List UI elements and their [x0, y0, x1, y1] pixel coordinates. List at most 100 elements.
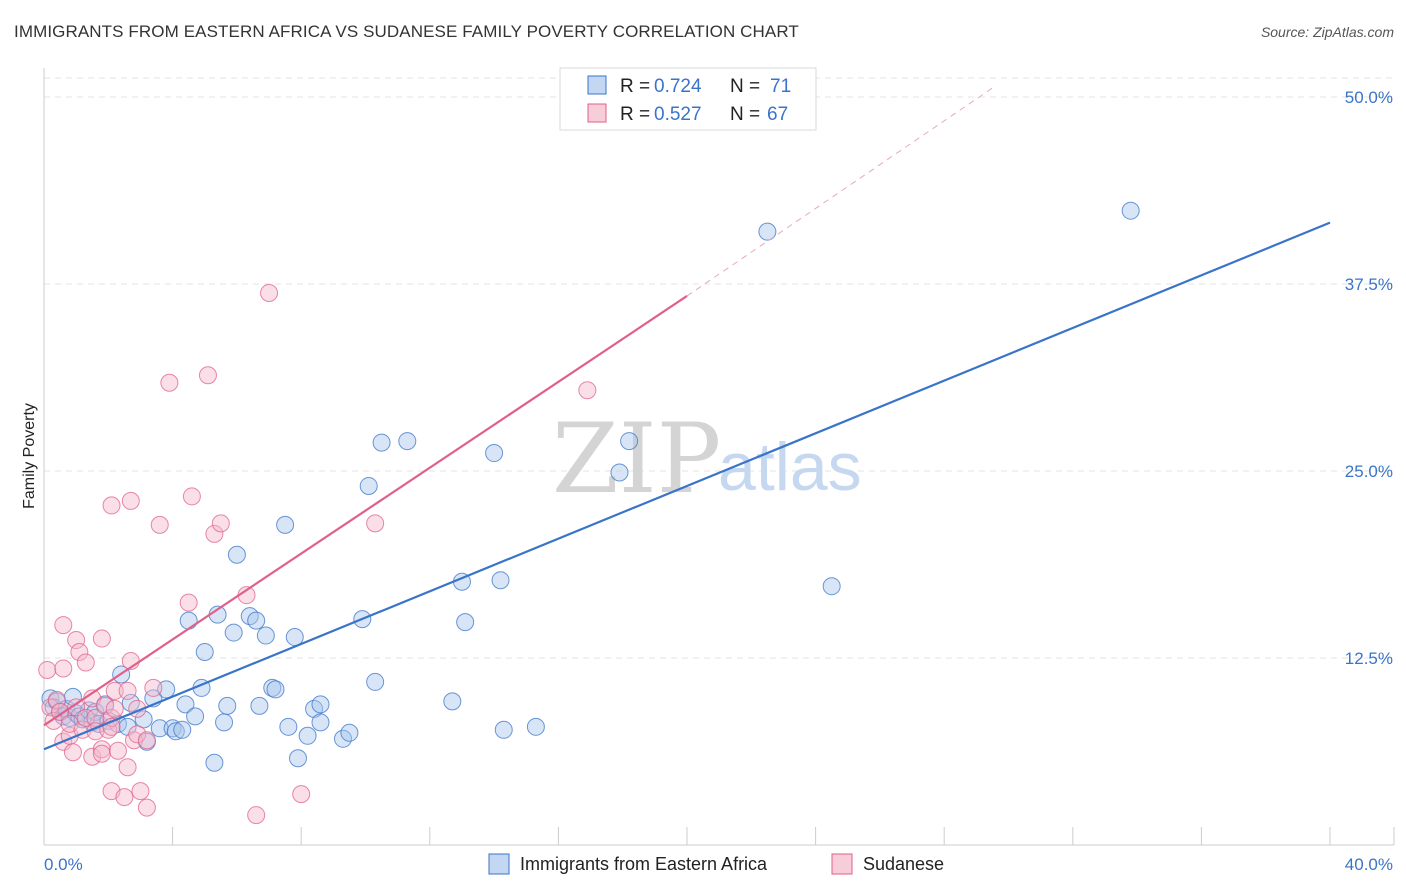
point-blue-43 [256, 626, 275, 645]
point-blue-53 [311, 695, 330, 714]
gridlines [44, 77, 1394, 659]
chart-source: Source: ZipAtlas.com [1260, 24, 1394, 40]
point-blue-70 [758, 222, 777, 241]
point-pink-53 [247, 806, 266, 825]
point-blue-26 [163, 719, 182, 738]
point-blue-47 [279, 717, 298, 736]
trend-line-blue [43, 221, 1331, 751]
point-blue-44 [263, 678, 282, 697]
series-legend: Immigrants from Eastern Africa Sudanese [488, 853, 944, 875]
trend-line-pink [43, 295, 688, 727]
point-blue-64 [485, 444, 504, 463]
point-blue-30 [179, 611, 198, 630]
point-blue-68 [610, 463, 629, 482]
point-blue-25 [157, 680, 176, 699]
point-pink-39 [128, 725, 147, 744]
watermark: ZIP atlas [552, 403, 862, 515]
point-blue-55 [340, 723, 359, 742]
point-pink-57 [578, 381, 597, 400]
point-blue-60 [398, 432, 417, 451]
point-blue-31 [186, 707, 205, 726]
legend-n-value-2: 67 [767, 104, 788, 125]
point-pink-13 [70, 643, 89, 662]
point-pink-6 [54, 659, 73, 678]
trend-lines [43, 87, 1331, 751]
point-blue-39 [227, 545, 246, 564]
legend-r-value-1: 0.724 [654, 76, 702, 97]
point-blue-49 [288, 749, 307, 768]
series-legend-swatch-pink [831, 853, 853, 875]
y-tick-label-3: 50.0% [1345, 88, 1393, 107]
point-blue-38 [224, 623, 243, 642]
series-legend-label-1: Immigrants from Eastern Africa [520, 854, 768, 874]
point-blue-29 [176, 695, 195, 714]
y-tick-label-2: 37.5% [1345, 275, 1393, 294]
point-blue-27 [166, 722, 185, 741]
point-pink-37 [121, 491, 140, 510]
point-pink-10 [63, 743, 82, 762]
point-pink-31 [105, 681, 124, 700]
point-pink-46 [160, 373, 179, 392]
point-pink-50 [205, 524, 224, 543]
point-pink-1 [41, 698, 60, 717]
point-pink-24 [96, 696, 115, 715]
point-blue-41 [247, 611, 266, 630]
point-blue-13 [86, 702, 105, 721]
point-pink-54 [260, 283, 279, 302]
point-pink-55 [292, 785, 311, 804]
point-blue-63 [456, 613, 475, 632]
point-pink-34 [118, 758, 137, 777]
point-blue-59 [372, 433, 391, 452]
point-pink-32 [108, 741, 127, 760]
point-blue-28 [173, 720, 192, 739]
x-tick-label-1: 40.0% [1345, 855, 1393, 874]
point-pink-42 [137, 798, 156, 817]
point-pink-11 [67, 631, 86, 650]
point-blue-33 [195, 643, 214, 662]
point-pink-17 [83, 747, 102, 766]
watermark-atlas: atlas [718, 429, 862, 505]
point-blue-67 [526, 717, 545, 736]
point-pink-21 [92, 740, 111, 759]
point-pink-22 [92, 744, 111, 763]
point-blue-66 [494, 720, 513, 739]
point-pink-30 [105, 699, 124, 718]
y-axis-label: Family Poverty [21, 403, 38, 509]
tick-labels: 12.5% 25.0% 37.5% 50.0% 0.0% 40.0% [44, 88, 1393, 874]
point-pink-33 [115, 788, 134, 807]
point-pink-47 [179, 593, 198, 612]
point-blue-42 [250, 696, 269, 715]
legend-swatch-blue [587, 75, 607, 95]
y-tick-label-1: 25.0% [1345, 462, 1393, 481]
x-tick-label-0: 0.0% [44, 855, 83, 874]
point-blue-45 [266, 680, 285, 699]
correlation-legend: R = 0.724 N = 71 R = 0.527 N = 67 [559, 67, 817, 131]
axes [43, 68, 1395, 846]
point-pink-44 [144, 678, 163, 697]
point-blue-61 [443, 692, 462, 711]
point-blue-37 [218, 696, 237, 715]
series-legend-label-2: Sudanese [863, 854, 944, 874]
point-pink-43 [137, 731, 156, 750]
point-pink-41 [131, 782, 150, 801]
point-pink-56 [366, 514, 385, 533]
legend-n-label-1: N = [730, 76, 760, 97]
point-pink-3 [47, 690, 66, 709]
point-pink-29 [102, 496, 121, 515]
point-blue-72 [1121, 201, 1140, 220]
point-blue-71 [822, 577, 841, 596]
point-blue-34 [205, 753, 224, 772]
point-blue-50 [298, 726, 317, 745]
point-pink-38 [125, 731, 144, 750]
legend-swatch-pink [587, 103, 607, 123]
point-blue-69 [620, 432, 639, 451]
point-blue-40 [240, 607, 259, 626]
legend-r-label-1: R = [620, 76, 650, 97]
point-pink-51 [211, 514, 230, 533]
point-pink-23 [92, 629, 111, 648]
point-pink-49 [198, 366, 217, 385]
legend-r-label-2: R = [620, 104, 650, 125]
legend-r-value-2: 0.527 [654, 104, 702, 125]
point-blue-65 [491, 571, 510, 590]
point-blue-46 [276, 515, 295, 534]
